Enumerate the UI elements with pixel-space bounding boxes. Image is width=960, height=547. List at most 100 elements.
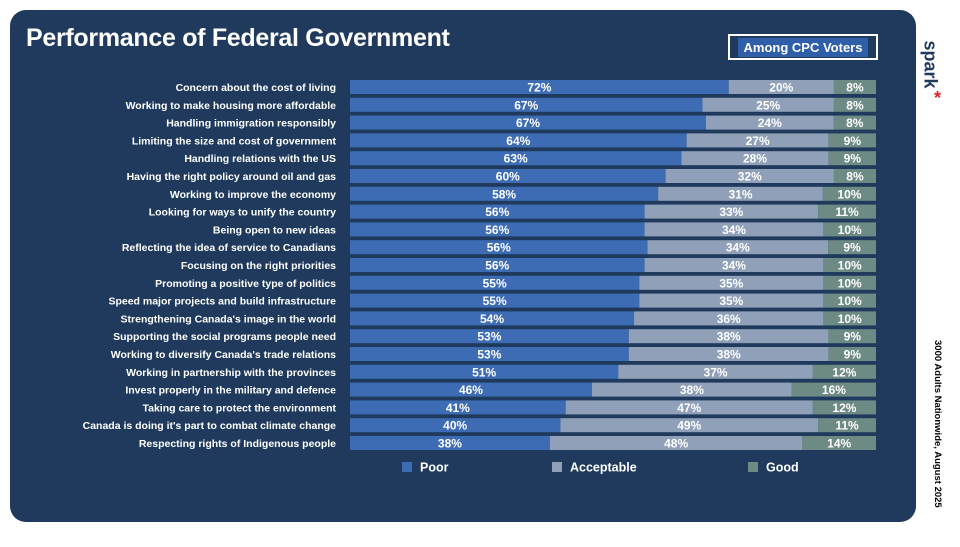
data-label: 35% bbox=[719, 276, 743, 290]
bar-segment-poor bbox=[350, 240, 648, 255]
legend-label-acceptable: Acceptable bbox=[570, 461, 637, 475]
bar-segment-acceptable bbox=[628, 329, 829, 344]
bar-segment-acceptable bbox=[665, 169, 834, 183]
bar-segment-acceptable bbox=[565, 400, 813, 415]
category-label: Concern about the cost of living bbox=[176, 82, 336, 94]
bar-segment-acceptable bbox=[705, 115, 834, 130]
bar-segment-poor bbox=[350, 400, 566, 415]
bar-segment-poor bbox=[350, 169, 666, 183]
bar-segment-acceptable bbox=[591, 382, 792, 397]
data-label: 40% bbox=[443, 419, 467, 433]
data-label: 9% bbox=[844, 152, 862, 166]
data-label: 24% bbox=[758, 116, 782, 130]
bar-segment-good bbox=[828, 151, 876, 166]
bar-segment-good bbox=[822, 186, 876, 201]
bar-segment-poor bbox=[350, 329, 629, 344]
data-label: 8% bbox=[846, 170, 864, 184]
data-label: 38% bbox=[717, 330, 741, 344]
category-label: Focusing on the right priorities bbox=[181, 260, 336, 272]
category-label: Invest properly in the military and defe… bbox=[125, 385, 336, 397]
bar-segment-good bbox=[818, 418, 876, 433]
data-label: 10% bbox=[837, 187, 861, 201]
data-label: 60% bbox=[496, 170, 520, 184]
data-label: 54% bbox=[480, 312, 504, 326]
category-label: Handling relations with the US bbox=[184, 153, 336, 165]
bar-segment-acceptable bbox=[634, 311, 824, 326]
data-label: 72% bbox=[527, 81, 551, 95]
data-label: 10% bbox=[838, 312, 862, 326]
audience-badge: Among CPC Voters bbox=[728, 34, 878, 60]
bar-segment-good bbox=[833, 115, 876, 130]
bar-segment-acceptable bbox=[644, 222, 824, 237]
category-label: Handling immigration responsibly bbox=[166, 118, 336, 130]
category-label: Canada is doing it's part to combat clim… bbox=[83, 420, 337, 432]
category-label: Supporting the social programs people ne… bbox=[113, 331, 336, 343]
legend-swatch-good bbox=[748, 462, 758, 472]
spark-logo-star-icon: * bbox=[934, 88, 942, 108]
data-label: 37% bbox=[704, 365, 728, 379]
category-label: Working to improve the economy bbox=[170, 189, 336, 201]
data-label: 53% bbox=[477, 330, 501, 344]
bar-segment-good bbox=[833, 169, 876, 183]
data-label: 38% bbox=[680, 383, 704, 397]
category-label: Respecting rights of Indigenous people bbox=[139, 438, 336, 450]
data-label: 67% bbox=[516, 116, 540, 130]
data-label: 9% bbox=[843, 241, 861, 255]
bar-segment-poor bbox=[350, 258, 645, 272]
bar-segment-acceptable bbox=[549, 436, 803, 450]
category-label: Speed major projects and build infrastru… bbox=[108, 296, 336, 308]
data-label: 53% bbox=[477, 348, 501, 362]
bar-segment-acceptable bbox=[618, 364, 813, 379]
data-label: 34% bbox=[726, 241, 750, 255]
bar-segment-good bbox=[828, 329, 876, 344]
category-label: Being open to new ideas bbox=[213, 224, 336, 236]
data-label: 56% bbox=[485, 205, 509, 219]
bar-segment-poor bbox=[350, 80, 729, 94]
category-label: Working in partnership with the province… bbox=[126, 367, 336, 379]
data-label: 10% bbox=[838, 276, 862, 290]
bar-segment-acceptable bbox=[639, 275, 824, 290]
bar-segment-good bbox=[823, 311, 876, 326]
bar-segment-acceptable bbox=[702, 97, 834, 112]
data-label: 63% bbox=[504, 152, 528, 166]
category-label: Looking for ways to unify the country bbox=[149, 207, 336, 219]
bar-segment-acceptable bbox=[728, 80, 834, 94]
data-label: 55% bbox=[483, 294, 507, 308]
data-label: 34% bbox=[722, 259, 746, 273]
bar-segment-poor bbox=[350, 364, 619, 379]
data-label: 11% bbox=[835, 205, 859, 219]
legend-swatch-acceptable bbox=[552, 462, 562, 472]
category-label: Taking care to protect the environment bbox=[142, 402, 336, 414]
category-label: Working to make housing more affordable bbox=[126, 100, 337, 112]
data-label: 48% bbox=[664, 437, 688, 451]
bar-segment-poor bbox=[350, 418, 561, 433]
data-label: 34% bbox=[722, 223, 746, 237]
data-label: 67% bbox=[514, 98, 538, 112]
bar-segment-good bbox=[823, 275, 876, 290]
bar-segment-poor bbox=[350, 186, 659, 201]
bar-segment-good bbox=[833, 97, 876, 112]
legend-swatch-poor bbox=[402, 462, 412, 472]
data-label: 20% bbox=[769, 81, 793, 95]
category-label: Working to diversify Canada's trade rela… bbox=[111, 349, 336, 361]
bar-segment-poor bbox=[350, 97, 703, 112]
bar-segment-good bbox=[828, 133, 876, 148]
bar-segment-poor bbox=[350, 347, 629, 361]
legend-label-poor: Poor bbox=[420, 461, 449, 475]
bar-segment-good bbox=[818, 204, 876, 219]
category-label: Reflecting the idea of service to Canadi… bbox=[122, 242, 336, 254]
data-label: 16% bbox=[822, 383, 846, 397]
bar-segment-acceptable bbox=[644, 258, 824, 272]
data-label: 35% bbox=[719, 294, 743, 308]
data-label: 27% bbox=[746, 134, 770, 148]
data-label: 10% bbox=[838, 223, 862, 237]
bar-segment-good bbox=[833, 80, 876, 94]
bar-segment-poor bbox=[350, 133, 687, 148]
data-label: 31% bbox=[728, 187, 752, 201]
bar-segment-good bbox=[828, 347, 876, 361]
data-label: 8% bbox=[846, 98, 864, 112]
bar-segment-good bbox=[823, 258, 876, 272]
data-label: 51% bbox=[472, 365, 496, 379]
category-label: Limiting the size and cost of government bbox=[132, 135, 337, 147]
